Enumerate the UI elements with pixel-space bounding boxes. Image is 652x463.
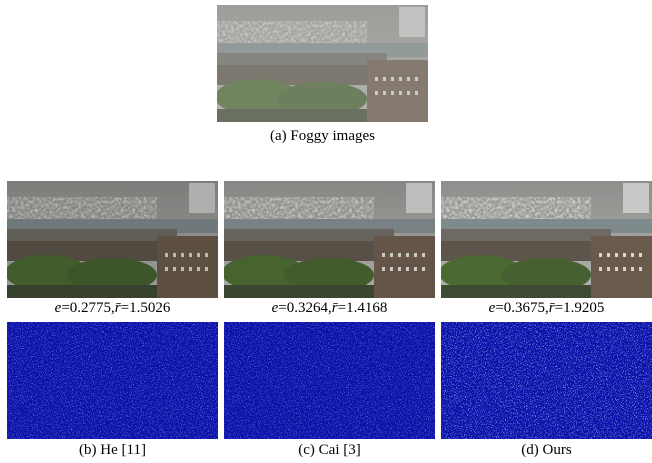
foggy-image xyxy=(217,5,428,122)
caption: (c) Cai [3] xyxy=(224,442,435,459)
edge-map xyxy=(7,322,218,439)
caption: (a) Foggy images xyxy=(217,128,428,145)
dehazed-image xyxy=(441,181,652,298)
e-value: =0.2775, xyxy=(61,300,114,316)
e-value: =0.3264, xyxy=(278,300,331,316)
dehazed-image xyxy=(224,181,435,298)
r-value: =1.4168 xyxy=(338,300,388,316)
r-value: =1.5026 xyxy=(121,300,171,316)
metric: e=0.3264,r̄=1.4168 xyxy=(224,300,435,317)
edge-map xyxy=(441,322,652,439)
dehazed-image xyxy=(7,181,218,298)
caption: (d) Ours xyxy=(441,442,652,459)
edge-map xyxy=(224,322,435,439)
e-value: =0.3675, xyxy=(495,300,548,316)
figure: (a) Foggy images e=0.2775,r̄=1.5026 (b) H… xyxy=(0,0,652,463)
metric: e=0.3675,r̄=1.9205 xyxy=(441,300,652,317)
caption: (b) He [11] xyxy=(7,442,218,459)
r-value: =1.9205 xyxy=(555,300,605,316)
metric: e=0.2775,r̄=1.5026 xyxy=(7,300,218,317)
